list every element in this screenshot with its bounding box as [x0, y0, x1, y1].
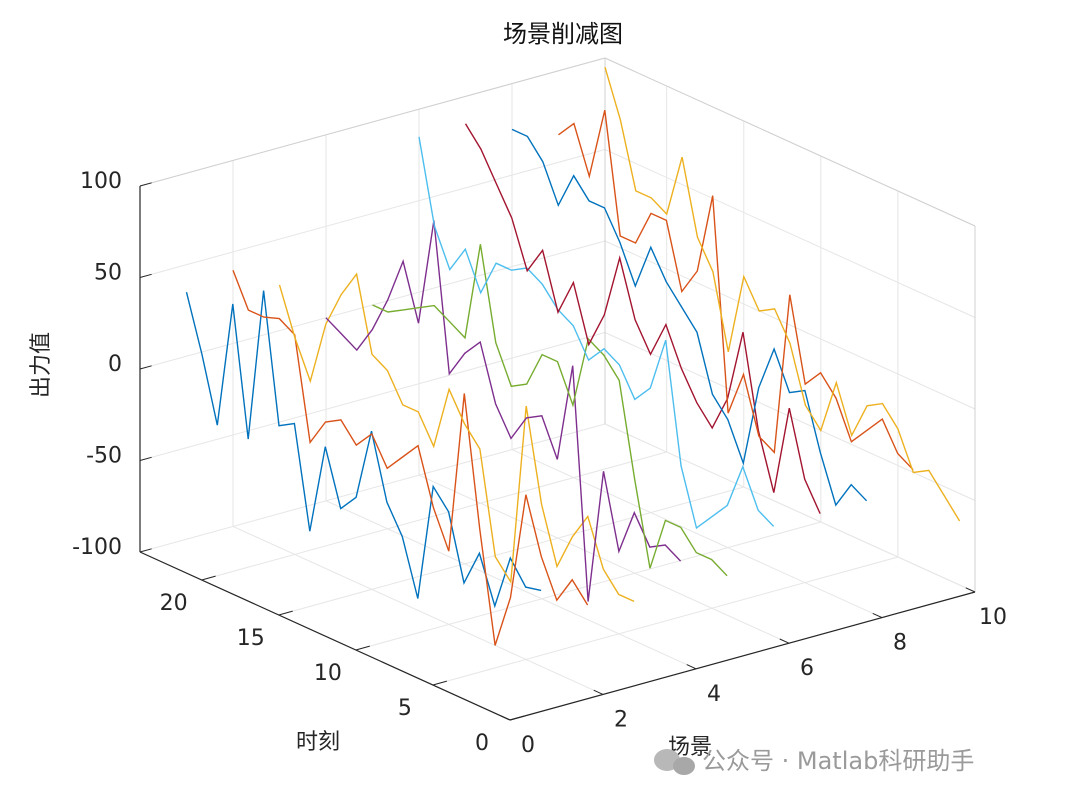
box-edge: [604, 57, 976, 227]
y-axis-label: 时刻: [296, 730, 340, 755]
z-tick: [139, 548, 152, 553]
x-tick-label: 4: [707, 682, 721, 707]
watermark: 公众号 · Matlab科研助手: [702, 747, 974, 775]
series-line: [232, 269, 589, 646]
x-tick: [593, 689, 604, 695]
y-tick-label: 10: [314, 661, 342, 686]
z-tick-label: 50: [94, 261, 122, 286]
x-tick: [965, 587, 976, 593]
x-tick-label: 6: [800, 656, 814, 681]
z-tick: [139, 182, 152, 187]
z-axis-label: 出力值: [29, 332, 54, 398]
y-tick: [355, 645, 370, 651]
watermark-icon: [654, 749, 695, 775]
x-axis: [509, 591, 976, 721]
z-tick-label: 0: [108, 352, 122, 377]
grid-line: [278, 486, 744, 616]
z-tick: [139, 456, 152, 461]
y-tick: [432, 680, 447, 686]
y-axis: [139, 551, 511, 721]
series-line: [278, 272, 635, 603]
y-tick: [278, 610, 293, 616]
grid-line: [139, 332, 606, 461]
series-line: [185, 290, 542, 609]
y-tick-label: 0: [475, 731, 489, 756]
x-tick: [779, 638, 790, 644]
y-tick-label: 20: [160, 591, 188, 616]
x-tick-label: 0: [521, 733, 535, 758]
series-line: [325, 220, 682, 602]
series-line: [511, 128, 868, 507]
x-tick-label: 2: [614, 707, 628, 732]
y-tick: [201, 575, 216, 581]
z-tick-label: -50: [86, 444, 122, 469]
box-edge: [139, 57, 606, 187]
grid-line: [604, 240, 976, 410]
chart-title: 场景削减图: [503, 20, 623, 48]
y-tick-label: 15: [237, 626, 265, 651]
x-tick: [872, 612, 883, 619]
x-tick: [500, 715, 511, 721]
grid-line: [604, 149, 976, 318]
x-tick-label: 10: [979, 605, 1007, 630]
grid-line: [139, 149, 606, 278]
grid-line: [355, 521, 821, 651]
y-tick-label: 5: [398, 696, 412, 721]
series-line: [464, 123, 821, 514]
grid-line: [604, 423, 976, 593]
series-line: [558, 109, 914, 471]
x-tick-label: 8: [893, 631, 907, 656]
z-tick: [139, 273, 152, 278]
y-tick: [509, 715, 525, 721]
grid-line: [418, 474, 790, 644]
grid-line: [201, 451, 667, 581]
z-tick: [139, 365, 152, 370]
x-tick: [686, 664, 697, 670]
z-tick-label: -100: [72, 535, 122, 560]
series-line: [418, 136, 775, 530]
series-line: [604, 67, 961, 522]
grid-line: [432, 556, 899, 686]
grid-line: [139, 423, 606, 553]
series-line: [372, 244, 728, 577]
grid-line: [232, 525, 604, 695]
z-tick-label: 100: [80, 169, 122, 194]
